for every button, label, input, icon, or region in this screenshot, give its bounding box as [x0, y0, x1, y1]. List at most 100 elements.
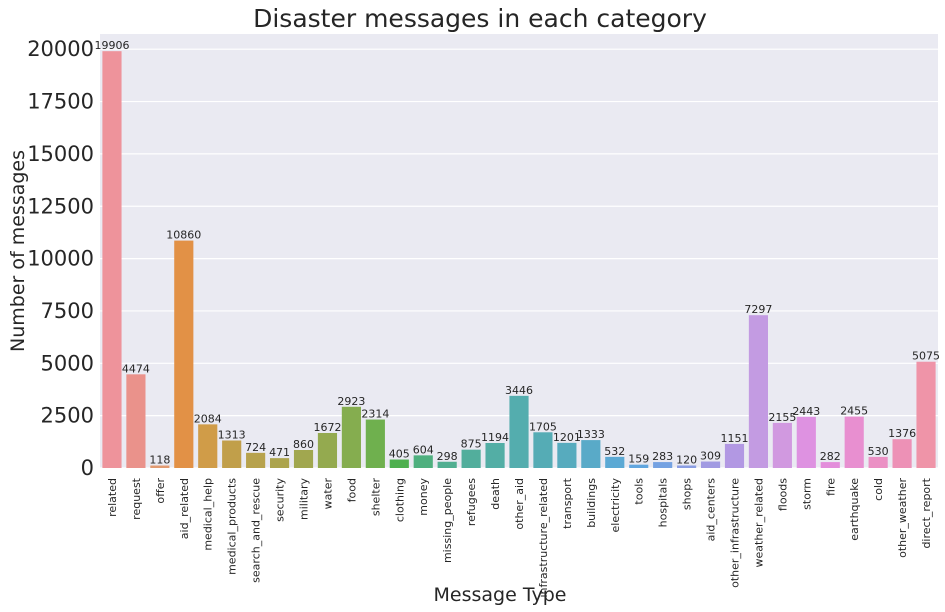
x-tick-label: aid_centers: [705, 478, 718, 542]
x-tick-label: other_aid: [513, 478, 526, 530]
x-tick-label: medical_products: [226, 478, 239, 575]
value-label: 159: [628, 453, 649, 466]
value-label: 875: [461, 438, 482, 451]
value-label: 4474: [122, 362, 150, 375]
x-tick-label: transport: [561, 477, 574, 529]
value-label: 405: [389, 448, 410, 461]
x-tick-label: clothing: [393, 478, 406, 522]
bar-military: [293, 449, 314, 468]
bar-refugees: [461, 449, 481, 468]
value-label: 604: [413, 443, 434, 456]
bar-infrastructure-related: [533, 432, 553, 468]
bar-buildings: [581, 440, 601, 468]
y-tick-label: 17500: [27, 90, 94, 114]
value-label: 2923: [337, 395, 365, 408]
bar-water: [317, 432, 338, 468]
y-axis-label: Number of messages: [7, 150, 29, 352]
x-tick-label: related: [106, 478, 119, 517]
bar-missing-people: [437, 461, 457, 468]
bar-aid-centers: [700, 461, 721, 468]
value-label: 1376: [888, 427, 916, 440]
bar-offer: [150, 465, 170, 468]
x-axis-label: Message Type: [434, 584, 567, 606]
x-tick-label: refugees: [465, 478, 478, 526]
x-tick-label: shops: [681, 478, 694, 510]
plot-background: [100, 34, 938, 468]
x-tick-label: death: [489, 478, 502, 510]
y-tick-label: 12500: [27, 194, 94, 218]
x-tick-label: weather_related: [752, 478, 765, 568]
y-tick-label: 7500: [41, 299, 94, 323]
bar-weather-related: [748, 315, 769, 468]
x-tick-label: earthquake: [848, 478, 861, 541]
value-label: 1705: [529, 420, 557, 433]
x-tick-label: water: [321, 478, 334, 510]
value-label: 1313: [218, 429, 246, 442]
x-tick-label: money: [417, 478, 430, 516]
value-label: 1672: [313, 421, 341, 434]
value-label: 120: [676, 453, 697, 466]
bar-related: [102, 51, 122, 468]
bar-shops: [677, 465, 697, 468]
x-tick-label: tools: [633, 478, 646, 505]
x-tick-label: missing_people: [441, 478, 454, 563]
x-tick-label: aid_related: [178, 478, 191, 539]
value-label: 5075: [912, 350, 940, 363]
value-label: 282: [820, 450, 841, 463]
value-label: 471: [269, 446, 290, 459]
x-tick-label: medical_help: [202, 478, 215, 551]
value-label: 10860: [166, 229, 201, 242]
value-label: 298: [437, 450, 458, 463]
bar-hospitals: [653, 462, 673, 468]
bar-other-aid: [509, 395, 529, 468]
bar-other-infrastructure: [724, 443, 745, 468]
y-tick-label: 10000: [27, 247, 94, 271]
x-tick-label: offer: [154, 478, 167, 504]
value-label: 724: [245, 441, 266, 454]
bar-electricity: [605, 456, 625, 468]
y-tick-label: 2500: [41, 404, 94, 428]
x-tick-label: hospitals: [657, 478, 670, 528]
bar-request: [126, 374, 146, 468]
bar-food: [341, 406, 361, 468]
y-tick-label: 0: [81, 456, 94, 480]
x-tick-label: other_weather: [896, 478, 909, 558]
value-label: 860: [293, 438, 314, 451]
value-label: 3446: [505, 384, 533, 397]
bar-fire: [820, 462, 840, 468]
value-label: 1201: [553, 431, 581, 444]
bar-money: [413, 455, 433, 468]
bar-tools: [629, 464, 649, 468]
x-tick-label: cold: [872, 478, 885, 501]
y-tick-label: 5000: [41, 351, 94, 375]
y-tick-labels: 0 2500 5000 7500 10000 12500 15000 17500 20000: [27, 37, 94, 480]
value-label: 2455: [840, 405, 868, 418]
bar-search-and-rescue: [246, 452, 266, 468]
value-label: 2314: [361, 408, 389, 421]
bar-shelter: [365, 419, 385, 468]
bar-cold: [868, 456, 888, 468]
value-label: 532: [604, 445, 625, 458]
bar-medical-products: [222, 440, 242, 468]
x-tick-label: search_and_rescue: [250, 478, 263, 583]
x-tick-label: other_infrastructure: [728, 478, 741, 588]
value-label: 1333: [577, 428, 605, 441]
x-tick-labels: related request offer aid_related medical_he…: [106, 477, 933, 597]
value-label: 283: [652, 450, 673, 463]
bars: [102, 51, 936, 468]
bar-clothing: [389, 459, 409, 468]
bar-earthquake: [844, 416, 864, 468]
value-label: 309: [700, 450, 721, 463]
x-tick-label: fire: [824, 478, 837, 496]
x-tick-label: direct_report: [920, 477, 933, 548]
y-tick-label: 15000: [27, 142, 94, 166]
bar-direct-report: [916, 361, 936, 468]
bar-medical-help: [198, 424, 218, 468]
bar-death: [485, 442, 505, 468]
value-label: 1151: [720, 432, 748, 445]
x-tick-label: shelter: [369, 478, 382, 517]
value-label: 2084: [194, 412, 222, 425]
x-tick-label: infrastructure_related: [537, 478, 550, 598]
